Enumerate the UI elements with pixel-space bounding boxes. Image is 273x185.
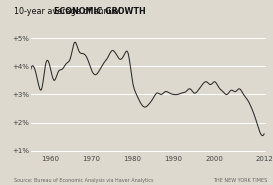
Text: THE NEW YORK TIMES: THE NEW YORK TIMES <box>213 178 268 183</box>
Text: ECONOMIC GROWTH: ECONOMIC GROWTH <box>55 7 146 16</box>
Text: Source: Bureau of Economic Analysis via Haver Analytics: Source: Bureau of Economic Analysis via … <box>14 178 153 183</box>
Text: 10-year average of annual: 10-year average of annual <box>14 7 123 16</box>
